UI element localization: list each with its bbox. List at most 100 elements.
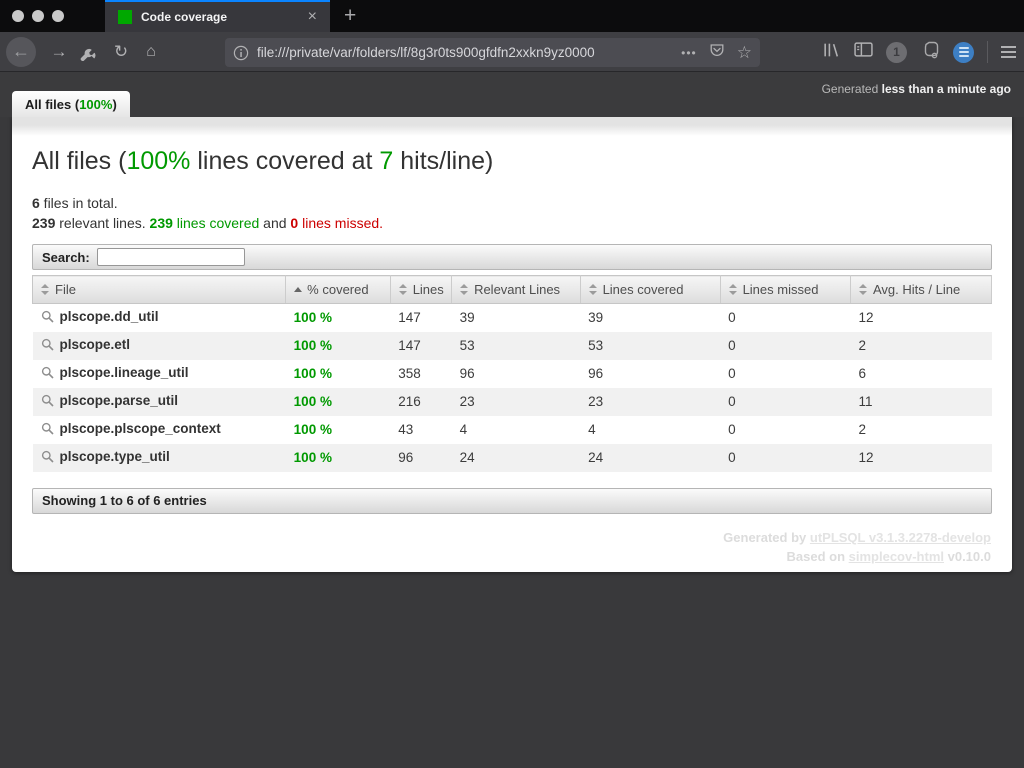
- cell-relevant-lines: 24: [459, 450, 475, 465]
- table-row[interactable]: plscope.lineage_util 100 % 358 96 96 0 6: [33, 360, 992, 388]
- close-window-button[interactable]: [12, 10, 24, 22]
- table-row[interactable]: plscope.dd_util 100 % 147 39 39 0 12: [33, 304, 992, 332]
- file-name-link[interactable]: plscope.parse_util: [59, 393, 179, 408]
- cell-relevant-lines: 96: [459, 366, 475, 381]
- extension-1password-icon[interactable]: 1: [886, 41, 907, 63]
- url-fade: [626, 45, 672, 60]
- wrench-icon[interactable]: [79, 43, 101, 65]
- page-actions-icon[interactable]: •••: [681, 45, 697, 60]
- minimize-window-button[interactable]: [32, 10, 44, 22]
- cell-lines-covered: 39: [588, 310, 604, 326]
- file-name-link[interactable]: plscope.type_util: [59, 449, 170, 464]
- all-files-tab[interactable]: All files (100%): [12, 91, 130, 117]
- cell-percent-covered: 100 %: [293, 310, 332, 326]
- simplecov-html-link[interactable]: simplecov-html: [848, 548, 944, 564]
- files-total-line: 6 files in total.: [32, 195, 118, 211]
- cell-lines: 96: [398, 450, 414, 465]
- report-footer: Generated by utPLSQL v3.1.3.2278-develop…: [32, 528, 992, 566]
- cell-avg-hits: 12: [858, 450, 874, 465]
- cell-lines-missed: 0: [728, 450, 736, 465]
- cell-percent-covered: 100 %: [293, 422, 332, 437]
- menu-hamburger-icon[interactable]: [1001, 46, 1016, 58]
- magnifier-icon: [41, 422, 54, 438]
- cell-lines: 147: [398, 310, 421, 326]
- cell-lines-covered: 96: [588, 366, 604, 381]
- cell-lines-missed: 0: [728, 366, 736, 381]
- column-header-relevant-lines[interactable]: Relevant Lines: [451, 275, 581, 304]
- based-on-line: Based on simplecov-html v0.10.0: [786, 548, 991, 564]
- cell-relevant-lines: 4: [459, 422, 468, 437]
- generated-by-line: Generated by utPLSQL v3.1.3.2278-develop: [723, 529, 991, 545]
- back-button[interactable]: ←: [6, 37, 36, 67]
- cell-lines-missed: 0: [728, 394, 736, 409]
- utplsql-link[interactable]: utPLSQL v3.1.3.2278-develop: [809, 529, 991, 545]
- column-header-percent-covered[interactable]: % covered: [285, 275, 391, 304]
- entries-info-text: Showing 1 to 6 of 6 entries: [42, 493, 207, 508]
- all-files-tab-text-end: ): [112, 97, 117, 112]
- all-files-tab-text: All files (: [25, 97, 80, 112]
- table-header-row: File % covered Lines Relevant Lines Line…: [31, 275, 993, 304]
- entries-info-bar: Showing 1 to 6 of 6 entries: [32, 487, 992, 514]
- extension-evernote-icon[interactable]: [920, 40, 940, 65]
- column-header-lines[interactable]: Lines: [390, 275, 453, 304]
- sort-ascending-icon: [294, 287, 303, 292]
- forward-button[interactable]: →: [50, 42, 68, 61]
- all-files-tab-percent: 100%: [79, 97, 113, 112]
- cell-lines-covered: 4: [588, 422, 596, 437]
- file-name-link[interactable]: plscope.etl: [59, 337, 131, 352]
- coverage-summary: 6 files in total. 239 relevant lines. 23…: [32, 193, 992, 233]
- tab-close-icon[interactable]: ×: [307, 8, 317, 25]
- lines-summary-line: 239 relevant lines. 239 lines covered an…: [32, 215, 384, 231]
- file-name-link[interactable]: plscope.dd_util: [59, 309, 159, 325]
- report-header: All files (100%) Generated less than a m…: [0, 72, 1024, 117]
- magnifier-icon: [41, 338, 54, 354]
- cell-avg-hits: 12: [858, 310, 874, 326]
- sort-icon: [460, 284, 469, 295]
- bookmark-star-icon[interactable]: ☆: [736, 43, 752, 62]
- url-text[interactable]: file:///private/var/folders/lf/8g3r0ts90…: [257, 45, 672, 60]
- search-input[interactable]: [96, 248, 245, 266]
- new-tab-button[interactable]: +: [344, 4, 357, 27]
- home-icon[interactable]: ⌂: [146, 43, 156, 60]
- reload-icon[interactable]: ↻: [113, 42, 129, 61]
- column-header-file[interactable]: File: [31, 275, 287, 304]
- sort-icon: [41, 284, 50, 295]
- table-row[interactable]: plscope.plscope_context 100 % 43 4 4 0 2: [33, 416, 992, 444]
- library-icon[interactable]: [822, 41, 841, 64]
- cell-avg-hits: 2: [858, 338, 866, 353]
- table-row[interactable]: plscope.type_util 100 % 96 24 24 0 12: [32, 443, 992, 472]
- column-header-avg-hits[interactable]: Avg. Hits / Line: [850, 275, 993, 304]
- table-row[interactable]: plscope.parse_util 100 % 216 23 23 0 11: [32, 387, 992, 416]
- pocket-icon[interactable]: [709, 42, 725, 63]
- column-header-lines-covered[interactable]: Lines covered: [580, 275, 721, 304]
- browser-tab-code-coverage[interactable]: Code coverage ×: [105, 0, 330, 32]
- sort-icon: [588, 284, 598, 295]
- file-name-link[interactable]: plscope.plscope_context: [59, 421, 221, 436]
- file-name-link[interactable]: plscope.lineage_util: [59, 365, 189, 380]
- cell-lines: 216: [398, 394, 421, 409]
- cell-percent-covered: 100 %: [293, 366, 332, 381]
- coverage-table-body: plscope.dd_util 100 % 147 39 39 0 12 pls…: [32, 304, 992, 472]
- tab-favicon-icon: [118, 10, 132, 24]
- cell-percent-covered: 100 %: [293, 394, 332, 409]
- maximize-window-button[interactable]: [52, 10, 64, 22]
- cell-lines-covered: 23: [588, 394, 604, 409]
- cell-relevant-lines: 39: [459, 310, 475, 326]
- extension-blue-icon[interactable]: [953, 41, 974, 63]
- tab-bar: Code coverage × +: [0, 0, 1024, 32]
- sidebar-toggle-icon[interactable]: [854, 41, 873, 63]
- table-row[interactable]: plscope.etl 100 % 147 53 53 0 2: [32, 331, 992, 360]
- column-header-lines-missed[interactable]: Lines missed: [720, 275, 851, 304]
- cell-lines-missed: 0: [728, 422, 736, 437]
- sort-icon: [728, 284, 738, 295]
- site-info-icon[interactable]: [233, 45, 249, 61]
- search-bar: Search:: [32, 244, 992, 270]
- url-bar[interactable]: file:///private/var/folders/lf/8g3r0ts90…: [225, 38, 760, 67]
- generated-timestamp: Generated less than a minute ago: [821, 82, 1011, 96]
- page-title: All files (100% lines covered at 7 hits/…: [32, 147, 494, 175]
- cell-avg-hits: 11: [858, 394, 873, 409]
- cell-avg-hits: 2: [858, 422, 866, 437]
- cell-percent-covered: 100 %: [293, 338, 332, 353]
- coverage-table: File % covered Lines Relevant Lines Line…: [31, 275, 993, 472]
- sort-icon: [398, 284, 408, 295]
